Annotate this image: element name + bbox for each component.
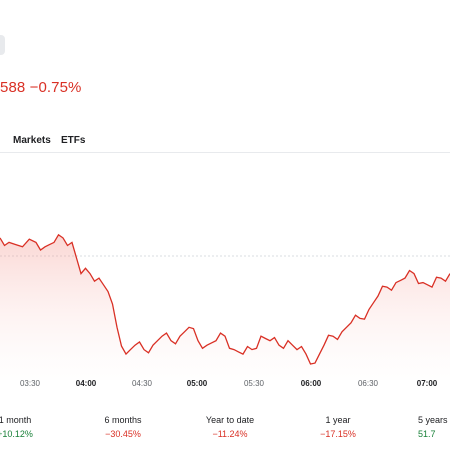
x-tick-label: 04:30 xyxy=(132,379,153,388)
range-selector-chip[interactable] xyxy=(0,35,5,55)
tab-markets[interactable]: Markets xyxy=(13,135,51,146)
x-tick-label: 06:30 xyxy=(358,379,379,388)
chart-area xyxy=(0,234,450,380)
perf-label: 1 year xyxy=(325,415,351,425)
category-tabs: Markets ETFs xyxy=(0,135,450,151)
price-chart[interactable]: 03:30 04:00 04:30 05:00 05:30 06:00 06:30 07:00 xyxy=(0,190,450,390)
chart-line xyxy=(0,233,450,365)
price-change: 588 −0.75% xyxy=(0,79,82,96)
perf-1-month[interactable]: 1 month +10.12% xyxy=(0,415,50,439)
perf-value: −17.15% xyxy=(320,429,356,439)
perf-label: 5 years xyxy=(418,415,448,425)
perf-value: 51.7 xyxy=(418,429,436,439)
tab-etfs[interactable]: ETFs xyxy=(61,135,86,146)
x-tick-label: 05:30 xyxy=(244,379,265,388)
x-tick-label: 05:00 xyxy=(187,379,208,388)
perf-value: +10.12% xyxy=(0,429,33,439)
tabs-divider xyxy=(0,152,450,153)
perf-1-year[interactable]: 1 year −17.15% xyxy=(303,415,373,439)
x-tick-label: 07:00 xyxy=(417,379,438,388)
perf-6-months[interactable]: 6 months −30.45% xyxy=(88,415,158,439)
perf-value: −30.45% xyxy=(105,429,141,439)
perf-label: 6 months xyxy=(104,415,142,425)
x-tick-label: 06:00 xyxy=(301,379,322,388)
x-axis: 03:30 04:00 04:30 05:00 05:30 06:00 06:30 07:00 xyxy=(20,379,438,388)
perf-value: −11.24% xyxy=(212,429,248,439)
perf-label: Year to date xyxy=(205,415,255,425)
x-tick-label: 03:30 xyxy=(20,379,41,388)
perf-label: 1 month xyxy=(0,415,32,425)
perf-5-years[interactable]: 5 years 51.7 xyxy=(418,415,450,439)
perf-year-to-date[interactable]: Year to date −11.24% xyxy=(195,415,265,439)
performance-row: 1 month +10.12% 6 months −30.45% Year to… xyxy=(0,415,450,445)
x-tick-label: 04:00 xyxy=(76,379,97,388)
